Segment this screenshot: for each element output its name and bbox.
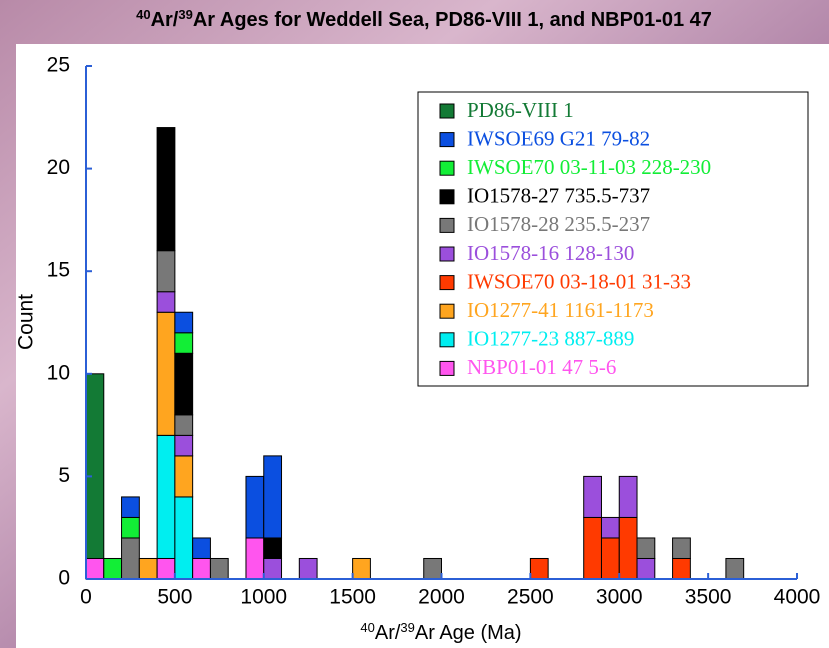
x-axis-label: 40Ar/39Ar Age (Ma) <box>360 620 521 644</box>
bar-segment <box>424 558 442 579</box>
legend-label: PD86-VIII 1 <box>467 98 574 122</box>
y-tick-label: 25 <box>47 54 70 77</box>
bar-segment <box>122 517 140 538</box>
bar-segment <box>601 538 619 579</box>
x-tick-label: 500 <box>157 586 192 609</box>
bar-segment <box>264 456 282 538</box>
legend-label: IWSOE70 03-11-03 228-230 <box>467 155 711 179</box>
y-tick-label: 5 <box>58 464 70 487</box>
bar-segment <box>175 353 193 415</box>
x-tick-label: 1000 <box>240 586 287 609</box>
legend-swatch <box>440 104 454 118</box>
legend-label: IO1578-28 235.5-237 <box>467 212 650 236</box>
bar-segment <box>157 312 175 435</box>
legend-swatch <box>440 361 454 375</box>
x-label-part: Ar/ <box>375 622 401 644</box>
title-sup: 39 <box>178 7 192 22</box>
legend-swatch <box>440 304 454 318</box>
legend-label: IO1578-16 128-130 <box>467 241 634 265</box>
bar-segment <box>299 558 317 579</box>
bar-segment <box>584 476 602 517</box>
x-label-sup: 40 <box>360 620 374 635</box>
x-tick-label: 4000 <box>774 586 821 609</box>
x-tick-label: 3000 <box>596 586 643 609</box>
bar-segment <box>637 558 655 579</box>
y-tick-label: 15 <box>47 259 70 282</box>
bar-segment <box>264 558 282 579</box>
bar-segment <box>104 558 122 579</box>
y-tick-label: 0 <box>58 567 70 590</box>
title-sup: 40 <box>136 7 150 22</box>
bar-segment <box>139 558 157 579</box>
legend-swatch <box>440 247 454 261</box>
bar-segment <box>673 538 691 559</box>
x-tick-label: 2000 <box>418 586 465 609</box>
x-tick-label: 2500 <box>507 586 554 609</box>
bar-segment <box>157 128 175 251</box>
bar-segment <box>175 333 193 354</box>
x-label-part: Ar Age (Ma) <box>415 622 522 644</box>
x-tick-label: 1500 <box>329 586 376 609</box>
title-part: Ar Ages for Weddell Sea, PD86-VIII 1, an… <box>193 9 712 31</box>
chart-title: 40Ar/39Ar Ages for Weddell Sea, PD86-VII… <box>136 7 712 31</box>
bar-segment <box>601 517 619 538</box>
bar-segment <box>122 538 140 579</box>
bar-segment <box>246 476 264 538</box>
bar-segment <box>210 558 228 579</box>
y-tick-label: 10 <box>47 361 70 384</box>
legend-label: NBP01-01 47 5-6 <box>467 355 616 379</box>
bar-segment <box>353 558 371 579</box>
legend-label: IWSOE69 G21 79-82 <box>467 126 650 150</box>
bar-segment <box>157 292 175 313</box>
x-tick-label: 0 <box>80 586 92 609</box>
bar-segment <box>246 538 264 579</box>
bar-segment <box>157 435 175 558</box>
x-tick-label: 3500 <box>685 586 732 609</box>
bar-segment <box>193 538 211 559</box>
bar-segment <box>86 374 104 559</box>
legend-swatch <box>440 161 454 175</box>
bar-segment <box>175 415 193 436</box>
legend-swatch <box>440 218 454 232</box>
bar-segment <box>619 476 637 517</box>
page: 40Ar/39Ar Ages for Weddell Sea, PD86-VII… <box>0 0 829 648</box>
legend-swatch <box>440 190 454 204</box>
y-axis-label: Count <box>15 294 38 350</box>
bar-segment <box>86 558 104 579</box>
bar-segment <box>673 558 691 579</box>
legend-label: IWSOE70 03-18-01 31-33 <box>467 269 691 293</box>
bar-segment <box>157 251 175 292</box>
bar-segment <box>584 517 602 579</box>
bar-segment <box>122 497 140 518</box>
legend-label: IO1578-27 735.5-737 <box>467 184 650 208</box>
bar-segment <box>619 517 637 579</box>
bar-segment <box>175 456 193 497</box>
bar-segment <box>175 497 193 579</box>
bar-segment <box>157 558 175 579</box>
legend-label: IO1277-41 1161-1173 <box>467 298 654 322</box>
y-tick-label: 20 <box>47 156 70 179</box>
bar-segment <box>637 538 655 559</box>
title-part: Ar/ <box>151 9 179 31</box>
legend-label: IO1277-23 887-889 <box>467 327 634 351</box>
legend-swatch <box>440 333 454 347</box>
bar-segment <box>264 538 282 559</box>
legend-swatch <box>440 133 454 147</box>
chart: 40Ar/39Ar Ages for Weddell Sea, PD86-VII… <box>0 0 829 648</box>
bar-segment <box>726 558 744 579</box>
bar-segment <box>175 312 193 333</box>
bar-segment <box>193 558 211 579</box>
x-label-sup: 39 <box>400 620 414 635</box>
legend-swatch <box>440 276 454 290</box>
bar-segment <box>175 435 193 456</box>
bar-segment <box>530 558 548 579</box>
